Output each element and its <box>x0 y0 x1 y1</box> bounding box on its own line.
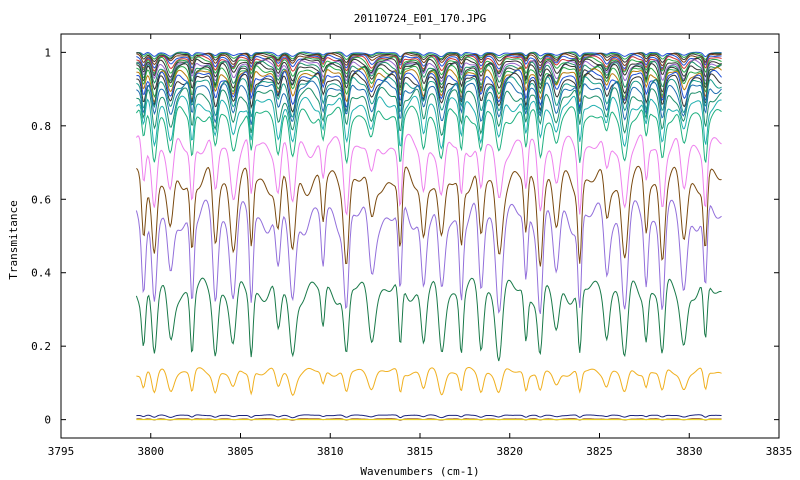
x-tick-label: 3830 <box>676 445 703 458</box>
y-tick-label: 0 <box>44 414 51 427</box>
y-tick-label: 0.2 <box>31 340 51 353</box>
spectrum-series-line <box>135 277 722 362</box>
spectrum-series-line <box>136 69 722 108</box>
spectrum-series-line <box>136 72 722 113</box>
spectrum-series-line <box>136 80 722 125</box>
x-tick-label: 3810 <box>317 445 344 458</box>
spectrum-series-line <box>136 56 722 77</box>
x-tick-label: 3835 <box>766 445 793 458</box>
y-tick-label: 0.8 <box>31 120 51 133</box>
spectrum-series-line <box>136 75 722 118</box>
y-tick-label: 0.6 <box>31 193 51 206</box>
spectrum-series-line <box>136 86 722 137</box>
x-tick-label: 3805 <box>227 445 254 458</box>
spectrum-series-line <box>136 52 722 64</box>
spectrum-series-line <box>136 414 722 419</box>
x-axis-title: Wavenumbers (cm-1) <box>360 465 479 478</box>
x-axis-ticks: 3795 3800 3805 3810 3815 3820 3825 3830 3835 <box>48 34 793 458</box>
spectrum-series-line <box>136 60 722 88</box>
x-tick-label: 3825 <box>586 445 613 458</box>
x-tick-label: 3800 <box>138 445 165 458</box>
spectrum-series-line <box>136 59 722 85</box>
y-tick-label: 1 <box>44 46 51 59</box>
spectrum-series-line <box>136 165 722 267</box>
spectrum-series-line <box>135 199 722 314</box>
y-axis-ticks: 0 0.2 0.4 0.6 0.8 1 <box>31 46 779 427</box>
x-tick-label: 3820 <box>497 445 524 458</box>
chart-title: 20110724_E01_170.JPG <box>354 12 486 25</box>
spectrum-series-line <box>136 51 722 61</box>
y-tick-label: 0.4 <box>31 267 51 280</box>
spectrum-series-line <box>136 367 722 397</box>
spectrum-series-line <box>136 51 722 58</box>
y-axis-title: Transmitance <box>7 200 20 279</box>
spectrum-series-line <box>135 133 722 216</box>
x-tick-label: 3815 <box>407 445 434 458</box>
series-layer <box>135 51 722 421</box>
spectrum-series-line <box>136 95 722 150</box>
spectrum-series-line <box>135 105 722 165</box>
x-tick-label: 3795 <box>48 445 75 458</box>
spectrum-series-line <box>136 57 722 82</box>
spectrum-series-line <box>136 62 722 95</box>
